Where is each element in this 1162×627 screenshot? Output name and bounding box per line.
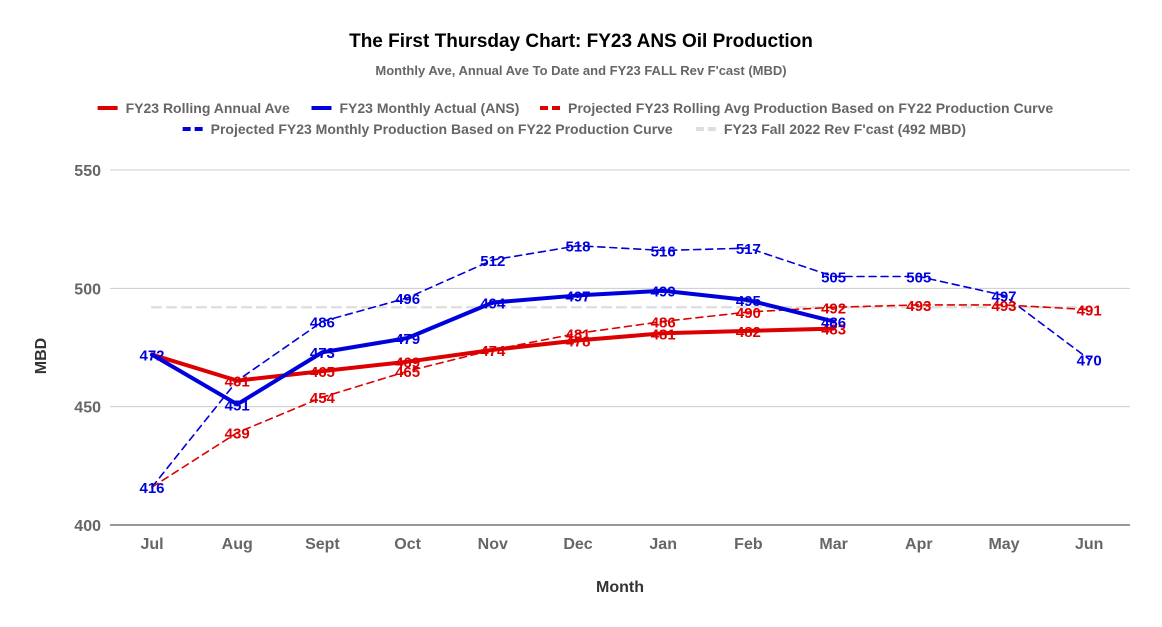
data-label: 496 [395, 291, 420, 308]
data-label: 493 [906, 298, 931, 315]
data-label: 516 [651, 243, 676, 260]
series-lines [150, 244, 1091, 488]
data-label: 494 [480, 296, 506, 313]
data-label: 518 [565, 239, 590, 256]
x-tick-label: Dec [563, 536, 592, 553]
y-tick-label: 400 [74, 518, 101, 535]
data-label: 517 [736, 241, 761, 258]
data-label: 454 [310, 390, 336, 407]
data-label: 481 [565, 326, 590, 343]
data-label: 483 [821, 322, 846, 339]
data-label: 474 [480, 343, 506, 360]
data-label: 505 [821, 270, 846, 287]
x-tick-label: Mar [819, 536, 847, 553]
data-label: 472 [139, 348, 164, 365]
data-label: 473 [310, 345, 335, 362]
data-label: 486 [651, 314, 676, 331]
x-tick-label: Jun [1075, 536, 1103, 553]
legend-item-projected-fy23-rolling-avg-production-based-on-fy22-production-curve: Projected FY23 Rolling Avg Production Ba… [540, 100, 1053, 116]
legend: FY23 Rolling Annual Ave FY23 Monthly Actu… [97, 100, 1053, 137]
data-label: 486 [821, 314, 846, 331]
legend-item-fy23-fall-2022-rev-f-cast-492-mbd: FY23 Fall 2022 Rev F'cast (492 MBD) [695, 121, 966, 137]
x-tick-label: Feb [734, 536, 763, 553]
x-tick-label: May [988, 536, 1019, 553]
series-line-fy23-rolling-annual-ave [150, 326, 836, 383]
series-line-projected-fy23-monthly-production-based-on-fy22-production-curve [151, 244, 1090, 488]
x-tick-label: Jan [649, 536, 677, 553]
series-line-projected-fy23-rolling-avg-production-based-on-fy22-production-curve [151, 304, 1090, 488]
data-label: 497 [565, 288, 590, 305]
x-axis-title: Month [596, 579, 644, 596]
y-axis-ticks: 400 450 500 550 [74, 163, 101, 535]
data-label: 461 [225, 374, 250, 391]
data-label: 486 [310, 314, 335, 331]
x-axis-ticks: Jul Aug Sept Oct Nov Dec Jan Feb Mar Apr May Jun [140, 536, 1103, 553]
data-label: 505 [906, 270, 931, 287]
data-label: 499 [651, 284, 676, 301]
data-label: 482 [736, 324, 761, 341]
data-label: 493 [991, 298, 1016, 315]
data-label: 490 [736, 305, 761, 322]
data-label: 495 [736, 293, 761, 310]
data-label: 439 [225, 426, 250, 443]
data-label: 491 [1077, 303, 1102, 320]
data-label: 416 [139, 480, 164, 497]
data-label: 479 [395, 331, 420, 348]
legend-item-projected-fy23-monthly-production-based-on-fy22-production-curve: Projected FY23 Monthly Production Based … [182, 121, 673, 137]
y-tick-label: 550 [74, 163, 101, 180]
legend-label: FY23 Rolling Annual Ave [126, 100, 290, 116]
y-tick-label: 450 [74, 400, 101, 417]
x-tick-label: Jul [140, 536, 163, 553]
data-label: 465 [310, 364, 335, 381]
y-tick-label: 500 [74, 281, 101, 298]
x-tick-label: Nov [478, 536, 508, 553]
x-tick-label: Aug [222, 536, 253, 553]
data-labels: 416 486 496 512 518 516 517 505 505 497 470 439 454 4… [139, 239, 1101, 497]
data-label: 469 [395, 355, 420, 372]
x-tick-label: Oct [394, 536, 421, 553]
gridlines [110, 169, 1130, 526]
legend-label: FY23 Fall 2022 Rev F'cast (492 MBD) [724, 121, 966, 137]
data-label: 470 [1077, 352, 1102, 369]
legend-label: Projected FY23 Monthly Production Based … [211, 121, 673, 137]
legend-label: Projected FY23 Rolling Avg Production Ba… [568, 100, 1053, 116]
chart-title: The First Thursday Chart: FY23 ANS Oil P… [349, 31, 813, 52]
data-label: 465 [395, 364, 420, 381]
data-label: 512 [480, 253, 505, 270]
data-label: 481 [651, 326, 676, 343]
legend-label: FY23 Monthly Actual (ANS) [340, 100, 520, 116]
data-label: 478 [565, 333, 590, 350]
data-label: 492 [821, 300, 846, 317]
series-line-fy23-monthly-actual-ans [150, 288, 836, 407]
x-tick-label: Apr [905, 536, 933, 553]
x-tick-label: Sept [305, 536, 340, 553]
legend-item-fy23-monthly-actual-ans: FY23 Monthly Actual (ANS) [311, 100, 520, 116]
data-label: 497 [991, 288, 1016, 305]
legend-item-fy23-rolling-annual-ave: FY23 Rolling Annual Ave [97, 100, 290, 116]
data-label: 451 [225, 397, 250, 414]
chart-subtitle: Monthly Ave, Annual Ave To Date and FY23… [375, 63, 787, 78]
y-axis-title: MBD [33, 338, 50, 374]
